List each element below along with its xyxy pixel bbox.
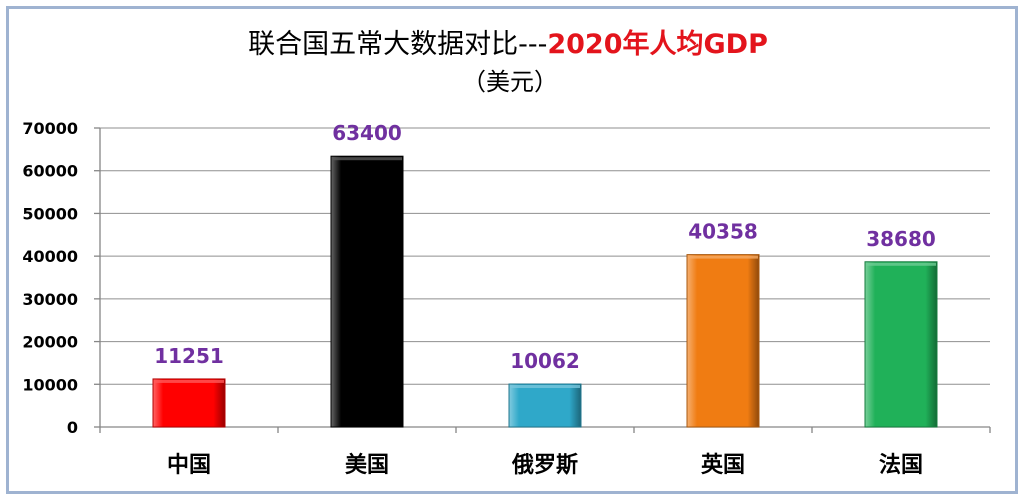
chart-title-emphasis: 2020年人均GDP [547, 28, 768, 60]
bar-highlight [154, 379, 224, 383]
bar-1 [152, 378, 226, 428]
y-tick-label: 30000 [22, 290, 78, 309]
y-tick-label: 40000 [22, 247, 78, 266]
bar-highlight [332, 157, 402, 161]
bar-highlight [510, 385, 580, 389]
y-tick-label: 70000 [22, 119, 78, 138]
y-tick-label: 50000 [22, 204, 78, 223]
bar-3 [508, 383, 582, 428]
bars [152, 155, 938, 428]
value-label: 11251 [154, 344, 224, 368]
category-label: 美国 [345, 452, 389, 478]
value-label: 63400 [332, 121, 402, 145]
category-label: 俄罗斯 [511, 452, 578, 478]
category-label: 英国 [701, 453, 745, 478]
value-label: 40358 [688, 220, 758, 244]
gridlines [100, 127, 990, 385]
category-label: 法国 [879, 453, 923, 478]
y-tick-label: 20000 [22, 333, 78, 352]
bar-4 [686, 254, 760, 428]
labels: 0 10000 20000 30000 40000 50000 60000 70000 1125… [22, 119, 935, 478]
y-tick-label: 60000 [22, 162, 78, 181]
y-tick-label: 10000 [22, 375, 78, 394]
bar-highlight [866, 262, 936, 266]
chart-title-main: 联合国五常大数据对比--- [248, 29, 547, 60]
category-label: 中国 [167, 453, 211, 478]
bar-5 [864, 261, 938, 428]
bar-highlight [688, 255, 758, 259]
value-label: 10062 [510, 349, 580, 373]
value-label: 38680 [866, 227, 936, 251]
y-tick-label: 0 [67, 418, 78, 437]
bar-2 [330, 155, 404, 428]
chart-title: 联合国五常大数据对比---2020年人均GDP [248, 28, 768, 60]
chart-subtitle: （美元） [462, 68, 558, 96]
